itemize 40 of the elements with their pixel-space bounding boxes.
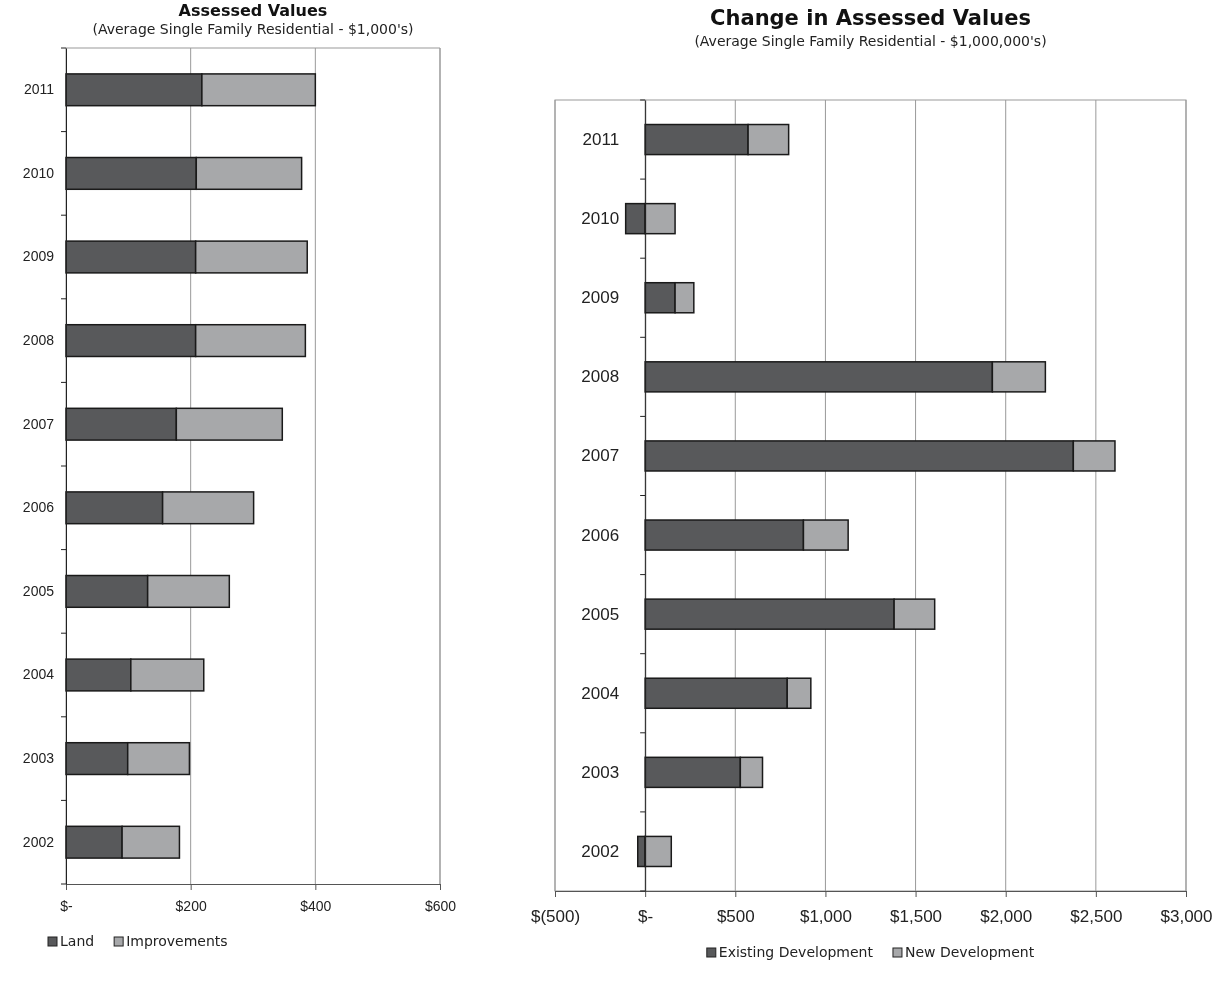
y-tick-label: 2007 [581, 446, 620, 466]
chart-title: Assessed Values [178, 1, 328, 20]
x-tick-label: $400 [300, 898, 332, 915]
y-tick-label: 2005 [22, 582, 55, 599]
y-tick-label: 2002 [581, 841, 620, 861]
y-tick-label: 2009 [581, 288, 620, 308]
x-tick-label: $(500) [530, 907, 581, 927]
x-tick-label: $- [638, 907, 654, 927]
x-tick-label: $200 [175, 898, 207, 915]
y-tick-label: 2003 [581, 762, 620, 782]
y-tick-label: 2002 [22, 833, 55, 850]
x-tick-label: $2,000 [980, 907, 1033, 927]
y-tick-label: 2011 [23, 81, 55, 98]
y-tick-label: 2011 [582, 129, 620, 149]
x-tick-label: $3,000 [1160, 907, 1212, 927]
y-tick-label: 2010 [581, 209, 620, 229]
chart-title: Change in Assessed Values [710, 6, 1031, 30]
y-tick-label: 2004 [22, 666, 55, 683]
y-tick-label: 2004 [581, 683, 620, 703]
chart-subtitle: (Average Single Family Residential - $1,000,000's) [694, 33, 1047, 49]
chart-subtitle: (Average Single Family Residential - $1,000's) [92, 21, 414, 37]
y-tick-label: 2006 [581, 525, 620, 545]
y-tick-label: 2005 [581, 604, 620, 624]
y-tick-label: 2008 [22, 332, 55, 349]
x-tick-label: $600 [424, 898, 457, 915]
x-tick-label: $2,500 [1070, 907, 1123, 927]
x-tick-label: $500 [716, 907, 755, 927]
y-tick-label: 2006 [22, 499, 55, 516]
x-tick-label: $- [60, 898, 74, 915]
y-tick-label: 2003 [22, 750, 55, 767]
y-tick-label: 2007 [22, 415, 55, 432]
legend-label: Land [60, 933, 95, 949]
x-tick-label: $1,500 [890, 907, 943, 927]
legend-label: Existing Development [718, 944, 874, 960]
x-tick-label: $1,000 [799, 907, 852, 927]
legend-label: Improvements [126, 933, 228, 949]
y-tick-label: 2008 [581, 367, 620, 387]
legend-label: New Development [904, 944, 1035, 960]
y-tick-label: 2010 [22, 164, 55, 181]
y-tick-label: 2009 [22, 248, 55, 265]
